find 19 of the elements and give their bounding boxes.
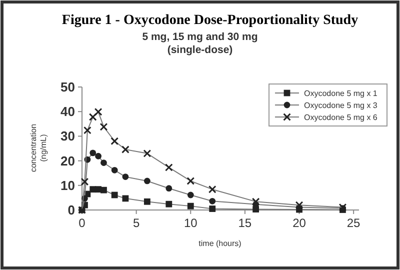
x-tick-label: 15	[238, 216, 252, 230]
y-tick-label: 10	[60, 178, 75, 193]
chart-title: Figure 1 - Oxycodone Dose-Proportionality Study	[62, 13, 358, 28]
x-tick-label: 0	[78, 216, 86, 230]
legend-label: Oxycodone 5 mg x 1	[304, 89, 378, 98]
y-tick-label: 40	[60, 104, 75, 120]
x-tick-label: 25	[346, 216, 361, 230]
legend-label: Oxycodone 5 mg x 3	[304, 101, 378, 110]
x-tick-label: 20	[292, 216, 306, 230]
y-tick-label: 30	[60, 128, 75, 144]
y-tick-label: 20	[60, 153, 75, 168]
legend-label: Oxycodone 5 mg x 6	[304, 113, 378, 122]
x-tick-label: 5	[132, 216, 140, 230]
chart-subtitle: 5 mg, 15 mg and 30 mg (single-dose)	[142, 31, 258, 56]
x-tick-label: 10	[184, 216, 198, 230]
y-tick-label: 50	[60, 80, 75, 94]
y-tick-label: 0	[68, 202, 75, 218]
y-axis-title: concentration (ng/mL)	[29, 124, 48, 172]
x-axis-title: time (hours)	[198, 239, 242, 248]
